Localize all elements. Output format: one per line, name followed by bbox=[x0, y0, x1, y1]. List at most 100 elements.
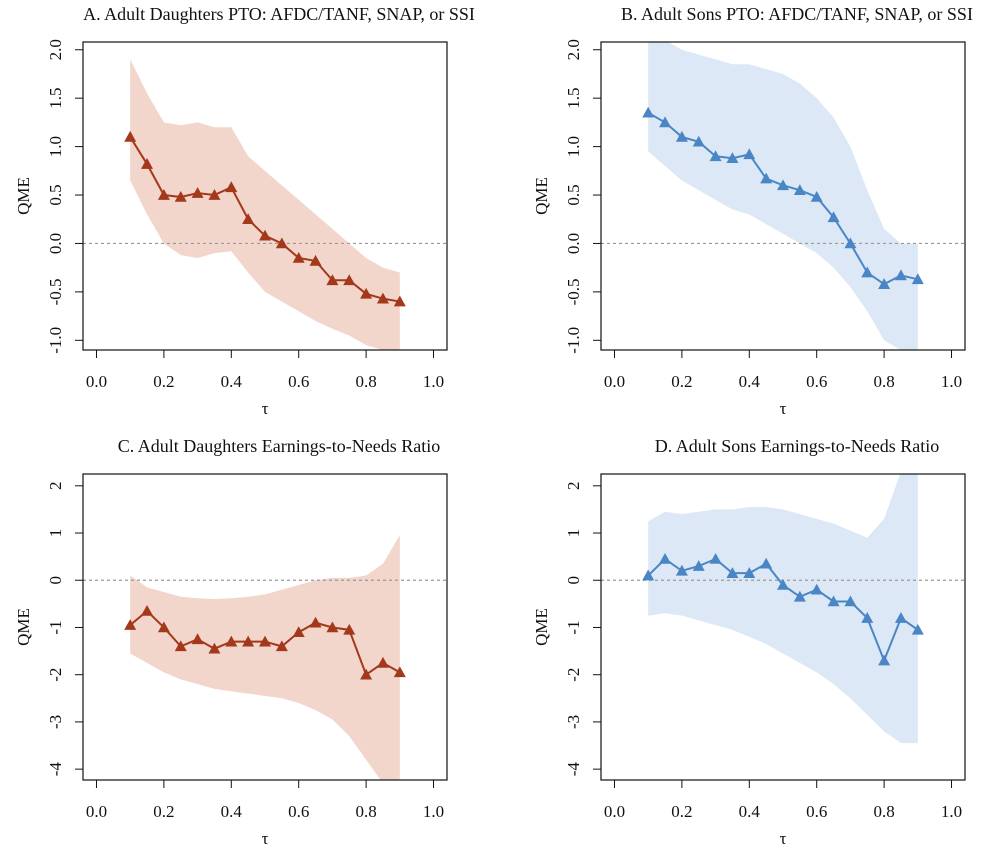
x-tick-label: 0.8 bbox=[873, 372, 894, 391]
triangle-marker bbox=[726, 567, 739, 578]
y-tick-label: 0.0 bbox=[46, 233, 65, 254]
triangle-marker bbox=[124, 619, 137, 630]
triangle-marker bbox=[124, 130, 137, 142]
confidence-band bbox=[130, 59, 400, 350]
triangle-marker bbox=[878, 654, 891, 666]
x-tick-label: 0.4 bbox=[221, 802, 243, 821]
triangle-marker bbox=[275, 640, 288, 652]
triangle-marker bbox=[393, 666, 406, 678]
triangle-marker bbox=[659, 553, 672, 564]
triangle-marker bbox=[827, 211, 840, 223]
y-tick-label: 2.0 bbox=[46, 39, 65, 60]
y-tick-label: -4 bbox=[46, 762, 65, 777]
y-tick-label: -1 bbox=[564, 620, 583, 634]
triangle-marker bbox=[309, 616, 322, 628]
triangle-marker bbox=[793, 184, 806, 195]
triangle-marker bbox=[844, 595, 857, 607]
y-tick-label: -0.5 bbox=[564, 278, 583, 305]
plot-frame bbox=[600, 41, 966, 351]
y-tick-label: 0.5 bbox=[564, 184, 583, 205]
x-tick-label: 0.2 bbox=[153, 372, 174, 391]
y-tick-label: 2 bbox=[46, 482, 65, 491]
triangle-marker bbox=[225, 181, 238, 193]
panel-title: B. Adult Sons PTO: AFDC/TANF, SNAP, or S… bbox=[621, 4, 973, 24]
triangle-marker bbox=[360, 287, 373, 299]
y-tick-label: -2 bbox=[46, 668, 65, 682]
triangle-marker bbox=[726, 152, 739, 164]
triangle-marker bbox=[157, 189, 170, 200]
y-tick-label: 1.0 bbox=[564, 136, 583, 157]
triangle-marker bbox=[343, 274, 356, 286]
triangle-marker bbox=[675, 564, 688, 576]
x-tick-label: 0.2 bbox=[671, 802, 692, 821]
x-axis-label: τ bbox=[780, 399, 787, 418]
x-tick-label: 0.0 bbox=[604, 802, 625, 821]
panel: A. Adult Daughters PTO: AFDC/TANF, SNAP,… bbox=[14, 4, 475, 418]
x-tick-label: 0.6 bbox=[288, 372, 309, 391]
triangle-marker bbox=[275, 237, 288, 249]
x-tick-label: 0.2 bbox=[671, 372, 692, 391]
panel-title: C. Adult Daughters Earnings-to-Needs Rat… bbox=[118, 436, 440, 456]
y-tick-label: 1.0 bbox=[46, 136, 65, 157]
triangle-marker bbox=[376, 292, 389, 304]
triangle-marker bbox=[343, 623, 356, 635]
x-axis-label: τ bbox=[262, 399, 269, 418]
triangle-marker bbox=[844, 237, 857, 249]
triangle-marker bbox=[141, 158, 154, 169]
triangle-marker bbox=[911, 623, 924, 635]
triangle-marker bbox=[326, 274, 339, 286]
triangle-marker bbox=[393, 295, 406, 307]
confidence-band bbox=[648, 42, 918, 350]
x-tick-label: 0.6 bbox=[806, 372, 827, 391]
y-tick-label: -4 bbox=[564, 762, 583, 777]
panel-title: A. Adult Daughters PTO: AFDC/TANF, SNAP,… bbox=[83, 4, 475, 24]
x-tick-label: 0.4 bbox=[739, 802, 761, 821]
triangle-marker bbox=[810, 583, 823, 595]
triangle-marker bbox=[878, 278, 891, 289]
x-axis-label: τ bbox=[780, 829, 787, 848]
y-axis-label: QME bbox=[532, 608, 551, 646]
y-tick-label: -1 bbox=[46, 620, 65, 634]
x-tick-label: 0.4 bbox=[221, 372, 243, 391]
triangle-marker bbox=[292, 251, 305, 263]
triangle-marker bbox=[659, 116, 672, 128]
triangle-marker bbox=[360, 668, 373, 680]
triangle-marker bbox=[760, 172, 773, 184]
y-tick-label: -1.0 bbox=[46, 327, 65, 354]
triangle-marker bbox=[259, 229, 271, 241]
x-axis-label: τ bbox=[262, 829, 269, 848]
triangle-marker bbox=[777, 179, 789, 191]
x-tick-label: 0.0 bbox=[86, 372, 107, 391]
y-tick-label: 2 bbox=[564, 482, 583, 491]
x-tick-label: 0.6 bbox=[288, 802, 309, 821]
y-axis-label: QME bbox=[532, 177, 551, 215]
triangle-marker bbox=[242, 635, 255, 647]
triangle-marker bbox=[259, 635, 271, 647]
panel-title: D. Adult Sons Earnings-to-Needs Ratio bbox=[655, 436, 939, 456]
triangle-marker bbox=[692, 560, 705, 571]
y-tick-label: 1.5 bbox=[564, 88, 583, 109]
x-tick-label: 0.8 bbox=[355, 372, 376, 391]
triangle-marker bbox=[894, 612, 907, 623]
y-tick-label: 1 bbox=[564, 529, 583, 538]
x-tick-label: 0.0 bbox=[86, 802, 107, 821]
confidence-band bbox=[648, 474, 918, 744]
triangle-marker bbox=[292, 626, 305, 637]
y-axis-label: QME bbox=[14, 608, 33, 646]
triangle-marker bbox=[191, 633, 204, 645]
triangle-marker bbox=[326, 621, 339, 633]
triangle-marker bbox=[208, 642, 221, 654]
y-tick-label: -3 bbox=[46, 715, 65, 729]
panel: B. Adult Sons PTO: AFDC/TANF, SNAP, or S… bbox=[532, 4, 973, 418]
y-tick-label: 1.5 bbox=[46, 88, 65, 109]
y-tick-label: 2.0 bbox=[564, 39, 583, 60]
triangle-marker bbox=[861, 612, 874, 623]
triangle-marker bbox=[911, 273, 924, 285]
triangle-marker bbox=[141, 604, 154, 616]
x-tick-label: 1.0 bbox=[941, 802, 962, 821]
confidence-band bbox=[130, 535, 400, 780]
triangle-marker bbox=[242, 213, 255, 225]
triangle-marker bbox=[827, 595, 840, 607]
triangle-marker bbox=[174, 190, 187, 202]
